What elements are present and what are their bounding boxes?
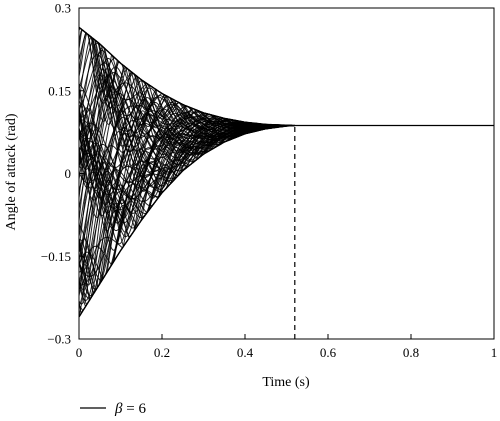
x-tick-label-0: 0: [76, 345, 83, 360]
envelope-upper-line: [78, 26, 295, 127]
x-tick-label-1: 0.2: [154, 345, 170, 360]
legend-label: β = 6: [114, 401, 146, 417]
x-tick-label-3: 0.6: [320, 345, 337, 360]
legend-symbol: β: [114, 401, 123, 417]
plot-area: [78, 26, 494, 339]
y-tick-label-4: −0.3: [47, 332, 71, 347]
legend: β = 6: [80, 401, 146, 417]
y-tick-label-1: 0.15: [48, 83, 71, 98]
x-tick-label-5: 1: [491, 345, 498, 360]
legend-value: = 6: [122, 401, 146, 417]
x-tick-label-2: 0.4: [237, 345, 254, 360]
ticks: 0 0.2 0.4 0.6 0.8 1 0.3 0.15 0 −0.15 −0.3: [41, 1, 497, 361]
y-tick-label-3: −0.15: [41, 249, 71, 264]
y-tick-label-2: 0: [65, 166, 72, 181]
x-axis-label: Time (s): [262, 375, 310, 390]
envelope-lower-line: [78, 124, 295, 318]
y-tick-label-0: 0.3: [55, 1, 71, 16]
y-axis-label: Angle of attack (rad): [4, 113, 19, 230]
trajectory-line-89: [78, 26, 295, 126]
x-tick-label-4: 0.8: [403, 345, 419, 360]
